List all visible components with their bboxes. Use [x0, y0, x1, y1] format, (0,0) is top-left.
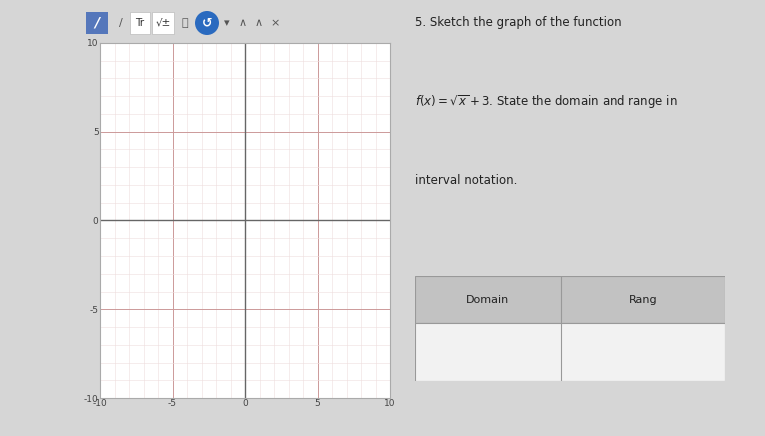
- FancyBboxPatch shape: [86, 12, 108, 34]
- Text: Domain: Domain: [466, 295, 509, 305]
- Circle shape: [195, 11, 219, 35]
- Bar: [415, 276, 725, 323]
- Text: 5. Sketch the graph of the function: 5. Sketch the graph of the function: [415, 16, 622, 29]
- Text: ⬩: ⬩: [182, 18, 188, 28]
- Text: Rang: Rang: [629, 295, 657, 305]
- Text: $f(x)=\sqrt{x}+3$. State the domain and range in: $f(x)=\sqrt{x}+3$. State the domain and …: [415, 93, 678, 111]
- Text: ▾: ▾: [224, 18, 230, 28]
- Text: Tr: Tr: [135, 18, 145, 28]
- Text: ×: ×: [270, 18, 280, 28]
- Text: /: /: [94, 16, 99, 30]
- Text: √±: √±: [155, 18, 171, 28]
- FancyBboxPatch shape: [130, 12, 150, 34]
- FancyBboxPatch shape: [152, 12, 174, 34]
- Text: ∧: ∧: [255, 18, 263, 28]
- Text: ∧: ∧: [239, 18, 247, 28]
- Text: interval notation.: interval notation.: [415, 174, 517, 187]
- Text: /: /: [119, 18, 123, 28]
- Text: ↺: ↺: [202, 17, 212, 30]
- Bar: [415, 323, 725, 381]
